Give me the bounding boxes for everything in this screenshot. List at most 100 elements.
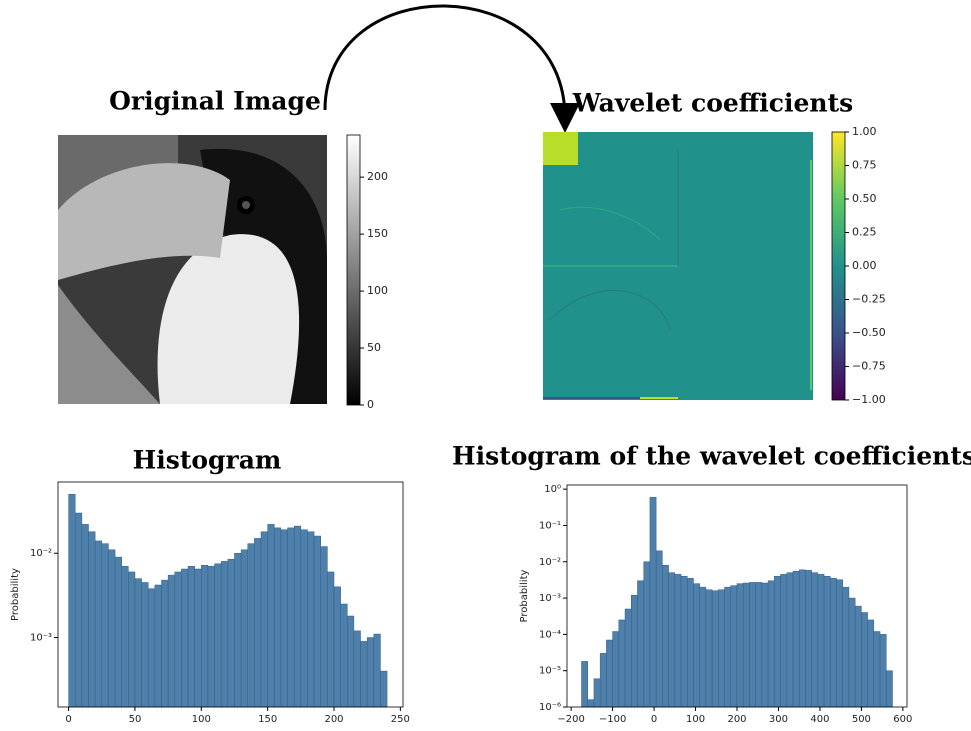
y-tick-label: 10⁻⁵ (539, 666, 561, 677)
y-tick-label: 10⁻⁶ (539, 702, 561, 713)
x-tick-label: 400 (810, 714, 829, 725)
bar (848, 597, 856, 708)
bar (154, 584, 162, 708)
bar (798, 569, 806, 708)
colorbar-tick-label: −0.25 (852, 293, 886, 306)
bar (836, 579, 843, 708)
colorbar (346, 134, 361, 406)
y-tick-label: 10⁰ (544, 484, 561, 495)
bar (680, 575, 688, 708)
y-tick-label: 10⁻² (539, 557, 561, 568)
y-tick-label: 10⁻³ (30, 633, 52, 644)
bar (88, 531, 96, 708)
bar (854, 605, 862, 708)
bar (141, 582, 149, 708)
bar (742, 582, 750, 708)
bar (68, 494, 76, 708)
bar (612, 631, 620, 708)
colorbar-tick-label: 0 (367, 398, 374, 411)
bar (114, 556, 122, 708)
colorbar-tick-label: 0.00 (852, 259, 877, 272)
bar (108, 549, 116, 708)
colorbar-tick-label: 0.25 (852, 226, 877, 239)
colorbar-tick-label: 200 (367, 170, 388, 183)
bar (247, 543, 255, 708)
x-tick-label: 200 (324, 714, 343, 725)
bar (267, 524, 275, 708)
bar (861, 612, 868, 708)
bar (167, 574, 176, 708)
x-tick-label: 150 (258, 714, 277, 725)
bar (774, 575, 781, 708)
bar (380, 670, 388, 708)
chart-title: Histogram (133, 446, 282, 475)
bar (711, 590, 719, 708)
colorbar-tick-label: −0.75 (852, 360, 886, 373)
bar (134, 578, 142, 708)
bar (347, 615, 355, 708)
colorbar-tick-label: 150 (367, 227, 388, 240)
bar (300, 529, 308, 708)
colorbar-tick-label: 1.00 (852, 125, 877, 138)
bar (581, 661, 588, 708)
bar (81, 524, 89, 708)
bar (121, 566, 129, 708)
bar (643, 561, 651, 708)
colorbar-tick-label: −0.50 (852, 326, 886, 339)
x-tick-label: 0 (65, 714, 71, 725)
bar (830, 578, 837, 708)
bar (260, 531, 268, 708)
bar (94, 540, 103, 708)
bar (668, 572, 676, 708)
x-tick-label: 100 (192, 714, 211, 725)
bar (181, 568, 189, 708)
bar (873, 631, 881, 708)
bar (755, 582, 763, 708)
original-image (58, 135, 327, 404)
bar (161, 579, 169, 708)
bar (649, 496, 657, 708)
bar (637, 580, 644, 708)
x-tick-label: 0 (651, 714, 657, 725)
bar (699, 586, 707, 708)
bar (811, 572, 819, 708)
bar (823, 575, 831, 708)
bar (287, 527, 295, 708)
bar (360, 641, 368, 708)
colorbar-tick-label: 0.50 (852, 192, 877, 205)
bar (618, 619, 626, 708)
x-tick-label: 100 (686, 714, 705, 725)
bar (353, 630, 361, 708)
x-tick-label: −100 (599, 714, 626, 725)
colorbar-tick-label: 50 (367, 341, 381, 354)
bar (686, 578, 694, 708)
bar (101, 543, 109, 708)
bar (201, 565, 209, 708)
bar (805, 570, 812, 708)
bar (366, 637, 375, 708)
colorbar-tick-label: −1.00 (852, 393, 886, 406)
chart-title: Original Image (109, 87, 321, 116)
x-tick-label: 600 (893, 714, 912, 725)
bar (867, 619, 875, 708)
bar (254, 538, 262, 708)
colorbar (831, 131, 846, 401)
colorbar-tick-label: 100 (367, 284, 388, 297)
bar (599, 653, 607, 708)
bar (842, 586, 850, 708)
bar (624, 608, 632, 708)
bar (234, 552, 242, 708)
axes-frame (57, 481, 404, 708)
bar (187, 566, 195, 708)
bar (593, 678, 601, 708)
bar (736, 583, 744, 708)
bar (786, 572, 794, 708)
bar (780, 574, 788, 708)
bar (587, 699, 595, 708)
bar (293, 525, 302, 708)
bar (214, 563, 222, 708)
bar (194, 568, 202, 708)
bar (761, 582, 769, 708)
bar (693, 583, 700, 708)
